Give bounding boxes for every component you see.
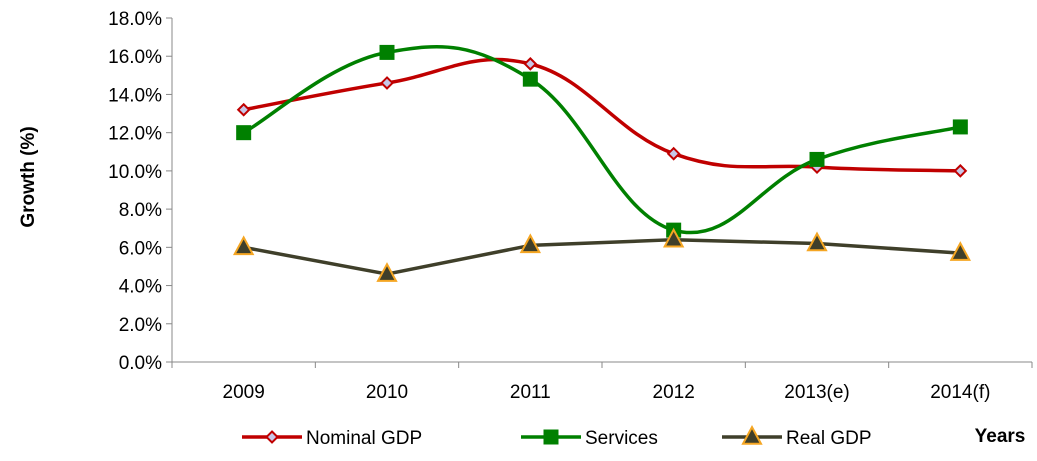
services-point bbox=[522, 71, 538, 87]
legend-label: Services bbox=[585, 428, 658, 449]
nominal-gdp-point bbox=[953, 163, 968, 178]
nominal-gdp-line bbox=[243, 57, 961, 173]
series-real-gdp bbox=[232, 227, 972, 282]
nominal-gdp-point bbox=[523, 56, 538, 71]
legend-swatch-marker bbox=[265, 430, 279, 444]
real-gdp-point bbox=[232, 235, 255, 256]
nominal-gdp-point bbox=[666, 146, 681, 161]
y-tick-label: 0.0% bbox=[119, 353, 162, 374]
real-gdp-point bbox=[949, 241, 972, 261]
legend-item-services: Services bbox=[521, 428, 658, 449]
y-tick-label: 12.0% bbox=[108, 124, 162, 145]
y-tick-label: 14.0% bbox=[108, 85, 162, 106]
real-gdp-point bbox=[662, 227, 685, 248]
real-gdp-point bbox=[806, 231, 828, 252]
real-gdp-point bbox=[519, 233, 542, 254]
nominal-gdp-point bbox=[236, 102, 251, 117]
real-gdp-line bbox=[243, 237, 961, 276]
y-axis-title: Growth (%) bbox=[18, 126, 39, 227]
y-tick-label: 8.0% bbox=[119, 200, 162, 221]
services-line bbox=[242, 44, 961, 235]
x-tick-label: 2014(f) bbox=[930, 382, 990, 403]
y-axis: 0.0% 2.0% 4.0% 6.0% 8.0% 10.0% 12.0% 14.0% 16.0%… bbox=[108, 9, 173, 374]
nominal-gdp-point bbox=[380, 76, 394, 90]
services-point bbox=[809, 151, 825, 167]
x-tick-label: 2010 bbox=[366, 382, 408, 403]
series-layer bbox=[232, 44, 972, 282]
x-tick-label: 2012 bbox=[653, 382, 695, 403]
x-tick-label: 2011 bbox=[510, 382, 551, 403]
real-gdp-point bbox=[376, 262, 398, 282]
x-tick-label: 2013(e) bbox=[784, 382, 850, 403]
legend-swatch-marker bbox=[741, 424, 763, 445]
legend-label: Nominal GDP bbox=[306, 428, 422, 449]
series-services bbox=[236, 44, 968, 238]
legend: Nominal GDP Services Real GDP bbox=[242, 424, 872, 449]
x-axis: 2009 2010 2011 2012 2013(e) 2014(f) bbox=[171, 361, 1033, 403]
legend-label: Real GDP bbox=[786, 428, 872, 449]
y-tick-label: 18.0% bbox=[108, 9, 162, 30]
series-nominal-gdp bbox=[236, 56, 968, 178]
legend-swatch-marker bbox=[543, 429, 559, 445]
services-point bbox=[236, 125, 252, 141]
services-point bbox=[952, 119, 968, 135]
y-tick-label: 10.0% bbox=[108, 162, 162, 183]
services-point bbox=[379, 44, 395, 60]
y-tick-label: 2.0% bbox=[119, 315, 162, 336]
y-tick-label: 6.0% bbox=[119, 238, 162, 259]
legend-item-nominal-gdp: Nominal GDP bbox=[242, 428, 422, 449]
x-tick-label: 2009 bbox=[223, 382, 265, 403]
y-tick-label: 16.0% bbox=[108, 47, 162, 68]
y-tick-label: 4.0% bbox=[119, 277, 162, 298]
legend-item-real-gdp: Real GDP bbox=[722, 424, 872, 449]
x-axis-title: Years bbox=[975, 426, 1026, 447]
